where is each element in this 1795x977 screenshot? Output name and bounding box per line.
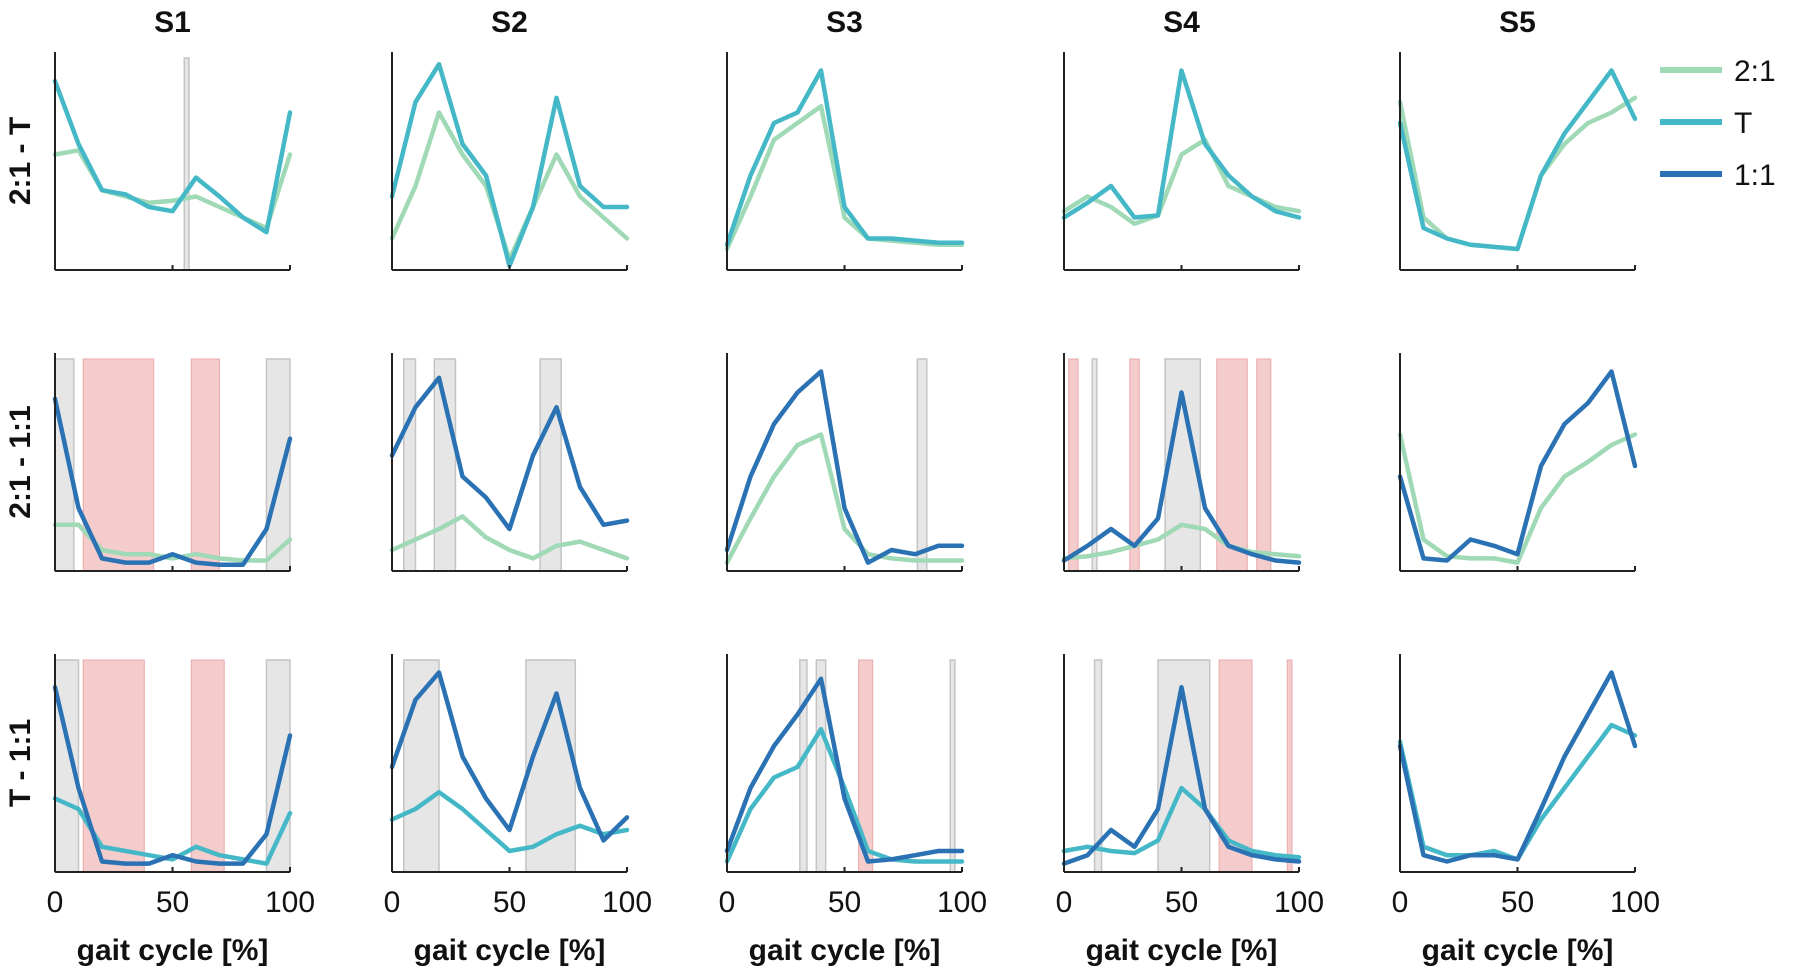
significance-region-red <box>82 358 155 572</box>
row-label: 2:1 - T <box>4 117 37 205</box>
column-title: S5 <box>1499 6 1536 39</box>
legend: 2:1 T 1:1 <box>1660 55 1776 192</box>
significance-region-gray <box>525 659 577 873</box>
series-line-2-1 <box>1061 522 1302 561</box>
legend-label: T <box>1734 107 1752 140</box>
series-line-2-1 <box>389 110 630 262</box>
column-title: S3 <box>826 6 863 39</box>
panel-r0-c3 <box>1061 52 1302 271</box>
x-tick-label: 50 <box>493 886 526 919</box>
row-label: 2:1 - 1:1 <box>4 405 37 518</box>
series-line-1-1 <box>1061 390 1302 565</box>
series-line-1-1 <box>389 670 630 843</box>
series-line-T <box>724 68 965 248</box>
significance-region-red <box>1286 659 1293 873</box>
panel-r2-c3: 0 50 100 gait cycle [%] <box>1056 654 1324 967</box>
x-tick-label: 50 <box>1165 886 1198 919</box>
x-axis-label: gait cycle [%] <box>1422 934 1614 967</box>
significance-region-red <box>1256 358 1272 572</box>
x-tick-label: 50 <box>1501 886 1534 919</box>
series-line-1-1 <box>389 375 630 532</box>
panel-r0-c4 <box>1397 52 1638 271</box>
series-line-2-1 <box>52 148 293 231</box>
significance-region-red <box>190 659 225 873</box>
series-line-1-1 <box>1397 670 1638 864</box>
panel-r1-c3 <box>1061 353 1302 572</box>
significance-region-gray <box>949 659 956 873</box>
panel-r1-c0 <box>52 353 293 572</box>
x-tick-label: 100 <box>265 886 315 919</box>
significance-region-red <box>82 659 145 873</box>
x-tick-label: 50 <box>156 886 189 919</box>
significance-region-gray <box>539 358 562 572</box>
x-tick-label: 0 <box>384 886 401 919</box>
series-line-1-1 <box>52 396 293 567</box>
x-tick-label: 0 <box>719 886 736 919</box>
significance-region-gray <box>265 358 291 572</box>
series-line-1-1 <box>724 369 965 565</box>
significance-region-red <box>190 358 221 572</box>
x-tick-label: 0 <box>47 886 64 919</box>
legend-label: 1:1 <box>1734 159 1776 192</box>
x-axis-label: gait cycle [%] <box>1086 934 1278 967</box>
significance-region-red <box>1218 659 1253 873</box>
series-line-1-1 <box>724 676 965 864</box>
x-tick-label: 100 <box>937 886 987 919</box>
x-axis-label: gait cycle [%] <box>749 934 941 967</box>
x-tick-label: 50 <box>828 886 861 919</box>
panel-r0-c2 <box>724 52 965 271</box>
series-line-1-1 <box>52 684 293 866</box>
series-line-2-1 <box>724 432 965 565</box>
series-line-T <box>1061 68 1302 220</box>
significance-region-gray <box>183 57 190 271</box>
panel-r1-c4 <box>1397 353 1638 572</box>
series-line-2-1 <box>724 103 965 252</box>
panel-r2-c0: 0 50 100 gait cycle [%] <box>47 654 315 967</box>
series-line-T <box>1397 722 1638 862</box>
series-line-1-1 <box>1397 369 1638 563</box>
panel-r2-c2: 0 50 100 gait cycle [%] <box>719 654 987 967</box>
series-line-2-1 <box>1061 137 1302 227</box>
significance-region-red <box>1068 358 1079 572</box>
series-line-T <box>389 61 630 269</box>
x-tick-label: 100 <box>1274 886 1324 919</box>
x-tick-label: 0 <box>1392 886 1409 919</box>
column-title: S1 <box>154 6 191 39</box>
row-label: T - 1:1 <box>4 719 37 807</box>
series-line-2-1 <box>1397 432 1638 565</box>
panel-r1-c2 <box>724 353 965 572</box>
x-axis-label: gait cycle [%] <box>414 934 606 967</box>
panel-r2-c4: 0 50 100 gait cycle [%] <box>1392 654 1660 967</box>
x-tick-label: 0 <box>1056 886 1073 919</box>
x-tick-label: 100 <box>602 886 652 919</box>
panel-r1-c1 <box>389 353 630 572</box>
series-line-T <box>1397 68 1638 252</box>
series-line-1-1 <box>1061 684 1302 866</box>
column-title: S4 <box>1163 6 1200 39</box>
legend-label: 2:1 <box>1734 55 1776 88</box>
panel-r2-c1: 0 50 100 gait cycle [%] <box>384 654 652 967</box>
significance-region-gray <box>916 358 928 572</box>
panel-r0-c0 <box>52 52 293 271</box>
significance-region-gray <box>799 659 808 873</box>
series-line-2-1 <box>1397 95 1638 252</box>
x-tick-label: 100 <box>1610 886 1660 919</box>
significance-region-gray <box>433 358 457 572</box>
series-line-2-1 <box>389 514 630 561</box>
series-line-T <box>1061 785 1302 860</box>
column-title: S2 <box>491 6 528 39</box>
panel-r0-c1 <box>389 52 630 271</box>
x-axis-label: gait cycle [%] <box>77 934 269 967</box>
series-line-T <box>52 78 293 235</box>
series-line-T <box>389 789 630 854</box>
